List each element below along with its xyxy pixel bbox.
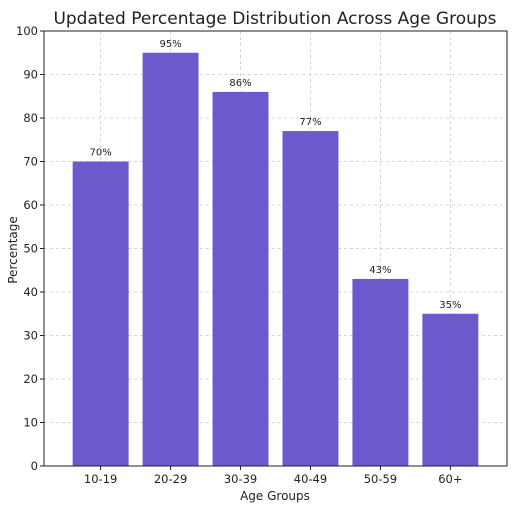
x-tick-label: 20-29 — [154, 472, 187, 486]
data-label: 35% — [439, 300, 461, 311]
y-tick-label: 30 — [23, 329, 38, 343]
data-label: 77% — [299, 117, 321, 128]
x-axis-label: Age Groups — [240, 489, 310, 503]
y-tick-label: 50 — [23, 242, 38, 256]
bars-layer: 70% 95% 86% 77% 43% 35% — [72, 39, 479, 467]
x-tick-label: 40-49 — [294, 472, 327, 486]
chart-title: Updated Percentage Distribution Across A… — [53, 9, 496, 29]
y-tick-label: 40 — [23, 285, 38, 299]
data-label: 43% — [369, 265, 391, 276]
y-tick-label: 10 — [23, 416, 38, 430]
bar-50-59 — [352, 278, 409, 466]
bar-20-29 — [142, 52, 199, 466]
x-tick-label: 10-19 — [84, 472, 117, 486]
data-label: 70% — [90, 148, 112, 159]
x-tick-label: 30-39 — [224, 472, 257, 486]
x-tick-label: 50-59 — [364, 472, 397, 486]
y-tick-label: 60 — [23, 198, 38, 212]
x-tick-label: 60+ — [438, 472, 462, 486]
y-tick-label: 80 — [23, 111, 38, 125]
y-tick-label: 70 — [23, 155, 38, 169]
bar-40-49 — [282, 131, 339, 467]
bar-30-39 — [212, 91, 269, 467]
x-axis: 10-19 20-29 30-39 40-49 50-59 60+ — [84, 466, 463, 486]
bar-60+ — [422, 313, 479, 466]
data-label: 95% — [159, 39, 181, 50]
y-tick-label: 20 — [23, 372, 38, 386]
bar-10-19 — [72, 161, 129, 466]
y-axis-label: Percentage — [6, 216, 20, 284]
y-tick-label: 90 — [23, 68, 38, 82]
y-axis: 0 10 20 30 40 50 60 70 80 90 100 — [16, 24, 44, 473]
y-tick-label: 100 — [16, 24, 38, 38]
data-label: 86% — [229, 78, 251, 89]
y-tick-label: 0 — [31, 459, 38, 473]
